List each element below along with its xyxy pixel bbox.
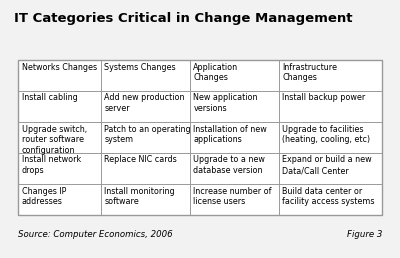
Text: Figure 3: Figure 3 xyxy=(347,230,382,239)
Text: Changes IP
addresses: Changes IP addresses xyxy=(22,187,66,206)
Text: Install cabling: Install cabling xyxy=(22,93,77,102)
Text: Install backup power: Install backup power xyxy=(282,93,365,102)
Text: Increase number of
license users: Increase number of license users xyxy=(193,187,272,206)
Text: Build data center or
facility access systems: Build data center or facility access sys… xyxy=(282,187,375,206)
Text: Patch to an operating
system: Patch to an operating system xyxy=(104,125,191,144)
Text: Replace NIC cards: Replace NIC cards xyxy=(104,156,177,165)
Text: Networks Changes: Networks Changes xyxy=(22,62,97,71)
Text: Install network
drops: Install network drops xyxy=(22,156,81,175)
Text: Infrastructure
Changes: Infrastructure Changes xyxy=(282,62,337,82)
Text: Upgrade to facilities
(heating, cooling, etc): Upgrade to facilities (heating, cooling,… xyxy=(282,125,370,144)
Text: Source: Computer Economics, 2006: Source: Computer Economics, 2006 xyxy=(18,230,173,239)
Text: Add new production
server: Add new production server xyxy=(104,93,185,113)
Text: Expand or build a new
Data/Call Center: Expand or build a new Data/Call Center xyxy=(282,156,372,175)
Text: New application
versions: New application versions xyxy=(193,93,258,113)
Text: Installation of new
applications: Installation of new applications xyxy=(193,125,267,144)
Text: Install monitoring
software: Install monitoring software xyxy=(104,187,175,206)
Text: Systems Changes: Systems Changes xyxy=(104,62,176,71)
Text: Application
Changes: Application Changes xyxy=(193,62,238,82)
Text: Upgrade switch,
router software
configuration: Upgrade switch, router software configur… xyxy=(22,125,87,155)
Text: IT Categories Critical in Change Management: IT Categories Critical in Change Managem… xyxy=(14,12,352,25)
Text: Upgrade to a new
database version: Upgrade to a new database version xyxy=(193,156,265,175)
Bar xyxy=(18,60,382,215)
